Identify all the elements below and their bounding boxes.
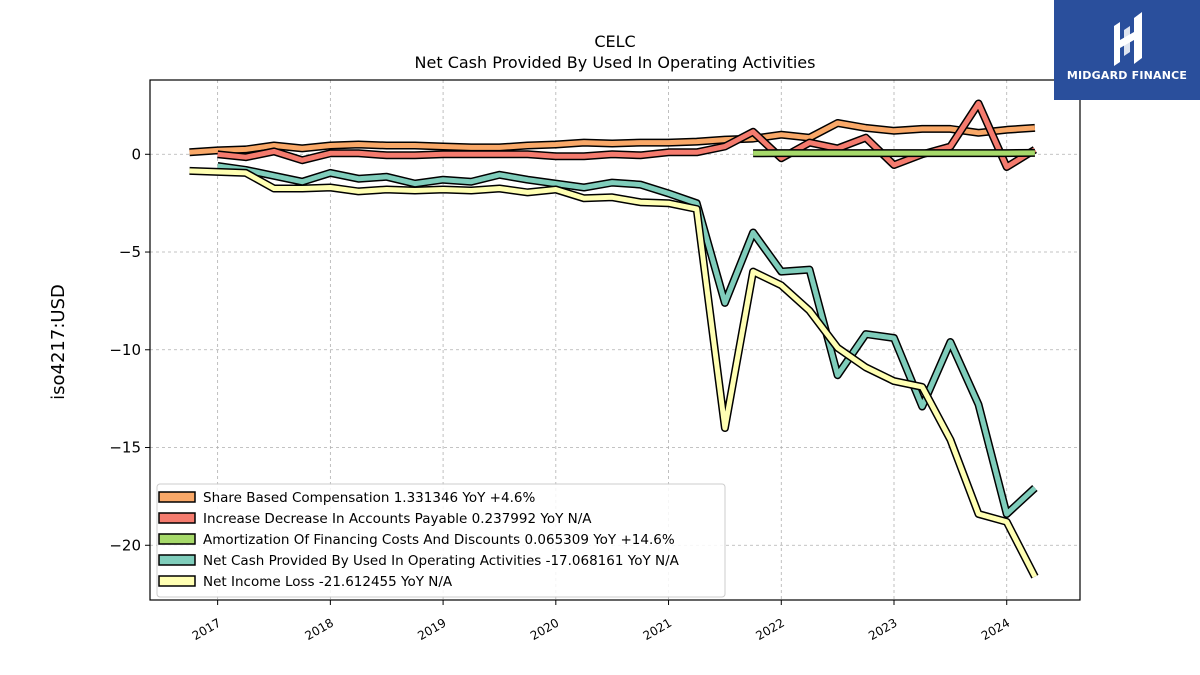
y-tick-label: −20 [109, 536, 141, 554]
x-tick-label: 2019 [415, 616, 448, 643]
legend-label: Net Cash Provided By Used In Operating A… [203, 553, 680, 569]
legend-swatch [158, 533, 196, 545]
series-layer [189, 99, 1039, 579]
logo-text: MIDGARD FINANCE [1066, 69, 1188, 82]
legend-box [156, 483, 726, 598]
x-tick-label: 2021 [641, 616, 674, 643]
x-tick-label: 2023 [866, 616, 899, 643]
legend-label: Net Income Loss -21.612455 YoY N/A [203, 574, 453, 590]
y-tick-label: −15 [109, 439, 141, 457]
series-outline-net-cash-provided-by-used-in-operating-activities [217, 162, 1038, 518]
x-tick-label: 2017 [190, 616, 223, 643]
logo-mark-icon [1114, 12, 1142, 66]
plot-frame [149, 79, 1081, 601]
legend-swatch [158, 575, 196, 587]
series-line-net-cash-provided-by-used-in-operating-activities [217, 163, 1037, 517]
chart-title: CELC [594, 32, 635, 51]
legend-swatch [158, 512, 196, 524]
legend-label: Amortization Of Financing Costs And Disc… [203, 532, 675, 548]
y-tick-label: 0 [131, 145, 141, 163]
y-tick-label: −10 [109, 341, 141, 359]
x-tick-label: 2020 [528, 616, 561, 643]
x-tick-label: 2018 [302, 616, 335, 643]
series-line-share-based-compensation [189, 120, 1036, 155]
legend: Share Based Compensation 1.331346 YoY +4… [156, 483, 726, 598]
y-tick-label: −5 [119, 243, 141, 261]
series-line-net-income-loss [189, 168, 1038, 578]
logo: MIDGARD FINANCE [1054, 0, 1200, 100]
series-line-increase-decrease-in-accounts-payable [217, 101, 1037, 170]
legend-label: Share Based Compensation 1.331346 YoY +4… [203, 490, 535, 506]
y-axis-label: iso4217:USD [48, 284, 69, 400]
chart-subtitle: Net Cash Provided By Used In Operating A… [415, 53, 816, 72]
legend-swatch [158, 554, 196, 566]
legend-swatch [158, 491, 196, 503]
x-tick-label: 2024 [979, 616, 1012, 643]
legend-label: Increase Decrease In Accounts Payable 0.… [203, 511, 592, 527]
x-tick-label: 2022 [753, 616, 786, 643]
